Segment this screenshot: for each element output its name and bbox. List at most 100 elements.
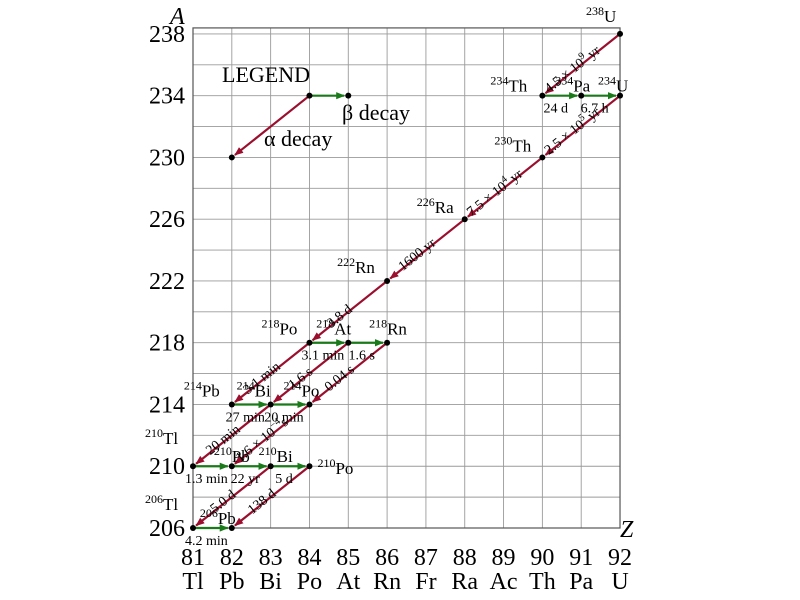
beta-decay-label: 6.7 h <box>581 102 609 117</box>
nuclide-point <box>267 401 274 408</box>
nuclide-point <box>461 216 468 223</box>
x-tick-label: 88 <box>453 545 477 571</box>
x-tick-label: 82 <box>220 545 244 571</box>
alpha-decay-label: 4.5 × 109 yr <box>540 41 604 97</box>
x-tick-element: U <box>611 569 628 595</box>
x-tick-label: 85 <box>336 545 360 571</box>
nuclide-point <box>539 92 546 99</box>
x-tick-element: Bi <box>259 569 282 595</box>
y-tick-label: 206 <box>149 516 185 542</box>
y-tick-label: 222 <box>149 269 185 295</box>
x-tick-label: 81 <box>181 545 205 571</box>
alpha-decay-arrow <box>311 280 388 342</box>
x-tick-element: Tl <box>182 569 204 595</box>
plot-frame <box>192 27 621 529</box>
nuclide-point <box>190 525 196 531</box>
decay-arrows <box>193 33 621 532</box>
beta-decay-label: 27 min <box>226 410 265 425</box>
nuclide-point <box>228 525 235 531</box>
nuclide-label: 234Pa <box>555 74 590 96</box>
y-tick-label: 218 <box>149 331 185 357</box>
y-tick-label: 210 <box>149 454 185 480</box>
x-tick-element: At <box>336 569 360 595</box>
beta-decay-label: 3.1 min <box>301 349 344 364</box>
nuclide-point <box>267 463 274 470</box>
y-tick-label: 234 <box>149 84 185 110</box>
y-tick-label: 230 <box>149 145 185 171</box>
x-tick-element: Ac <box>490 569 518 595</box>
nuclide-point <box>617 30 624 37</box>
y-tick-label: 226 <box>149 207 185 233</box>
nuclide-points <box>190 30 624 531</box>
beta-decay-label: 22 yr <box>231 472 261 487</box>
legend-beta-label: β decay <box>342 100 410 125</box>
alpha-decay-arrow <box>234 403 311 465</box>
x-tick-label: 84 <box>297 545 321 571</box>
x-tick-label: 83 <box>259 545 283 571</box>
nuclide-label: 226Ra <box>417 195 454 217</box>
legend-title: LEGEND <box>222 62 310 87</box>
alpha-decay-label: 0.04 s <box>322 362 358 395</box>
nuclide-label: 234U <box>598 74 628 96</box>
y-tick-label: 214 <box>149 392 185 418</box>
nuclide-point <box>190 463 196 470</box>
x-tick-label: 90 <box>530 545 554 571</box>
nuclide-label: 218Po <box>261 317 297 339</box>
alpha-decay-arrow <box>234 465 311 527</box>
x-tick-label: 87 <box>414 545 438 571</box>
nuclide-label: 222Rn <box>337 255 375 277</box>
legend-point <box>306 92 313 99</box>
alpha-decay-label: 1600 yr <box>396 236 439 275</box>
beta-decay-label: 1.6 s <box>348 349 374 364</box>
alpha-decay-label: 7.5 × 104 yr <box>463 164 527 220</box>
beta-decay-label: 20 min <box>264 410 303 425</box>
nuclide-point <box>578 92 585 99</box>
x-tick-label: 91 <box>569 545 593 571</box>
alpha-decay-arrow <box>389 218 466 280</box>
y-tick-label: 238 <box>149 22 185 48</box>
x-tick-label: 89 <box>492 545 516 571</box>
nuclide-label: 210Po <box>317 456 353 478</box>
x-tick-element: Th <box>529 569 556 595</box>
nuclide-label: 210Tl <box>145 426 178 448</box>
nuclide-point <box>228 401 235 408</box>
legend: LEGEND β decay α decay <box>222 62 410 161</box>
beta-decay-label: 1.3 min <box>185 472 228 487</box>
nuclide-point <box>228 463 235 470</box>
alpha-decay-arrow <box>544 94 621 156</box>
x-tick-element: Po <box>297 569 322 595</box>
x-tick-element: Fr <box>415 569 436 595</box>
nuclide-label: 214Po <box>283 378 319 400</box>
nuclide-point <box>306 339 313 346</box>
nuclide-label: 234Th <box>490 74 527 96</box>
nuclide-label: 238U <box>586 4 616 26</box>
y-axis-title: A <box>168 4 185 30</box>
nuclide-label: 218Rn <box>369 317 407 339</box>
nuclide-point <box>539 154 546 161</box>
x-tick-element: Rn <box>373 569 401 595</box>
x-tick-element: Ra <box>451 569 478 595</box>
nuclide-label: 210Pb <box>214 444 250 466</box>
nuclide-point <box>384 277 391 284</box>
alpha-decay-label: 138 d <box>245 487 279 518</box>
nuclide-label: 230Th <box>494 133 531 155</box>
nuclide-point <box>306 463 313 470</box>
alpha-decay-arrow <box>195 403 272 465</box>
grid-lines <box>192 27 621 529</box>
nuclide-point <box>617 92 624 99</box>
x-tick-label: 92 <box>608 545 632 571</box>
alpha-decay-arrow <box>311 341 388 403</box>
alpha-decay-arrow <box>544 33 621 95</box>
beta-decay-label: 4.2 min <box>185 534 228 549</box>
nuclide-label: 218At <box>316 317 351 339</box>
beta-decay-label: 5 d <box>275 472 293 487</box>
nuclide-point <box>306 401 313 408</box>
x-tick-element: Pa <box>569 569 593 595</box>
alpha-decay-arrow <box>195 465 272 527</box>
legend-alpha-label: α decay <box>264 126 332 151</box>
nuclide-label: 214Pb <box>184 378 220 400</box>
x-axis-title: Z <box>620 517 634 543</box>
legend-alpha-arrow <box>234 94 311 156</box>
